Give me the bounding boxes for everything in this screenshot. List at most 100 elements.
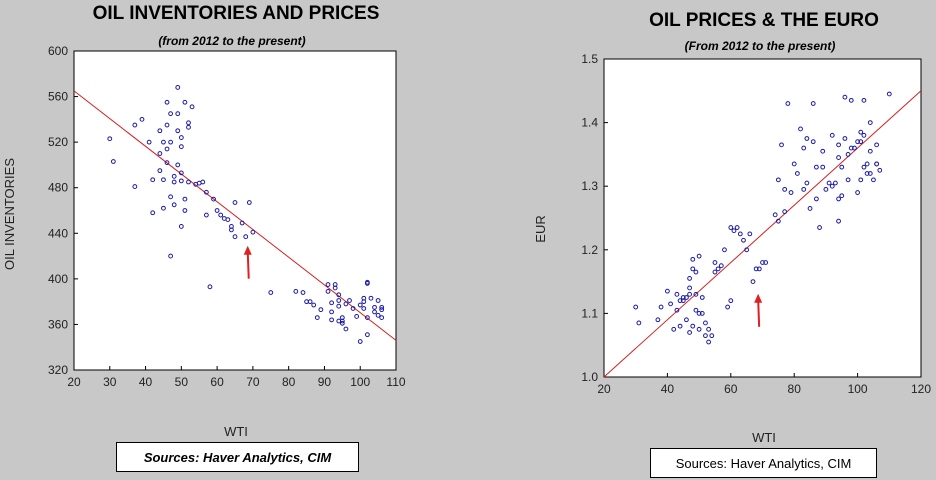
data-point: [357, 339, 363, 344]
data-point: [687, 291, 692, 297]
data-point: [671, 326, 677, 332]
data-point: [329, 317, 335, 323]
data-point: [728, 225, 734, 230]
data-point: [874, 161, 880, 167]
data-point: [379, 304, 385, 310]
data-point: [336, 298, 342, 303]
data-point: [175, 162, 181, 168]
data-point: [633, 304, 639, 310]
data-point: [150, 177, 156, 183]
y-tick-label: 360: [48, 317, 68, 331]
data-point: [855, 190, 860, 195]
data-point: [845, 152, 851, 157]
data-point: [747, 231, 753, 237]
data-point: [737, 231, 743, 237]
data-point: [706, 339, 712, 345]
data-point: [877, 167, 883, 173]
x-tick-label: 100: [350, 375, 370, 389]
data-point: [763, 260, 769, 265]
data-point: [354, 314, 360, 319]
arrow-shaft: [246, 251, 250, 279]
plot-area: 20 30 40 50 60 70 80 90 100 110 320 360 400 440 480 520…: [48, 44, 406, 389]
data-point: [734, 225, 740, 230]
data-point: [804, 136, 810, 141]
data-point: [855, 139, 860, 145]
data-point: [658, 304, 664, 310]
data-point: [677, 298, 683, 304]
data-point: [139, 116, 145, 122]
data-point: [772, 212, 778, 218]
data-point: [336, 303, 342, 309]
data-point: [175, 85, 181, 90]
data-point: [225, 217, 231, 223]
y-tick-label: 320: [48, 363, 68, 377]
data-point: [361, 295, 367, 301]
data-point: [314, 315, 320, 320]
data-point: [175, 128, 181, 134]
data-point: [372, 304, 377, 310]
data-point: [336, 292, 342, 298]
data-point: [250, 229, 256, 235]
data-point: [132, 122, 138, 128]
data-point: [839, 164, 845, 170]
chart-title: OIL INVENTORIES AND PRICES: [93, 3, 380, 24]
x-tick-label: 40: [661, 382, 675, 396]
data-point: [874, 142, 880, 148]
data-point: [836, 196, 841, 202]
data-point: [164, 99, 170, 105]
data-point: [820, 164, 826, 170]
y-tick-label: 400: [48, 272, 68, 286]
x-tick-label: 30: [103, 375, 117, 389]
data-point: [756, 266, 762, 272]
data-point: [339, 320, 345, 326]
data-point: [687, 285, 692, 291]
data-point: [357, 302, 363, 308]
data-point: [817, 225, 822, 230]
data-point: [168, 194, 174, 200]
data-point: [200, 179, 206, 185]
data-point: [886, 91, 892, 97]
data-point: [186, 124, 191, 130]
data-point: [801, 145, 807, 151]
data-point: [810, 139, 816, 145]
data-point: [178, 170, 184, 176]
data-point: [347, 298, 352, 303]
data-point: [839, 193, 845, 199]
data-point: [693, 269, 699, 275]
data-point: [203, 189, 209, 195]
data-point: [753, 266, 759, 272]
x-axis-label: WTI: [224, 424, 248, 439]
data-point: [157, 151, 163, 156]
source-note: Sources: Haver Analytics, CIM: [650, 448, 877, 478]
data-point: [339, 315, 345, 320]
x-tick-label: 70: [246, 375, 260, 389]
data-point: [636, 320, 642, 326]
data-point: [171, 202, 177, 208]
y-tick-label: 480: [48, 181, 68, 195]
x-tick-label: 100: [848, 382, 868, 396]
data-point: [300, 290, 306, 295]
data-point: [813, 196, 819, 202]
data-point: [684, 317, 689, 323]
data-point: [164, 146, 170, 152]
y-axis-label: OIL INVENTORIES: [2, 158, 17, 270]
data-point: [712, 269, 718, 275]
data-point: [864, 161, 870, 167]
data-point: [674, 291, 680, 297]
data-point: [293, 288, 299, 294]
data-point: [329, 309, 335, 315]
data-point: [788, 190, 794, 195]
data-point: [706, 326, 712, 332]
y-tick-label: 1.1: [581, 306, 598, 320]
data-point: [175, 111, 181, 117]
data-point: [826, 180, 832, 186]
data-point: [791, 161, 797, 167]
data-point: [178, 178, 184, 184]
data-point: [182, 99, 188, 105]
y-axis-label: EUR: [533, 215, 548, 242]
data-point: [693, 291, 699, 297]
data-point: [161, 205, 166, 211]
data-point: [807, 206, 813, 211]
data-point: [782, 186, 788, 192]
y-tick-label: 600: [48, 44, 68, 58]
